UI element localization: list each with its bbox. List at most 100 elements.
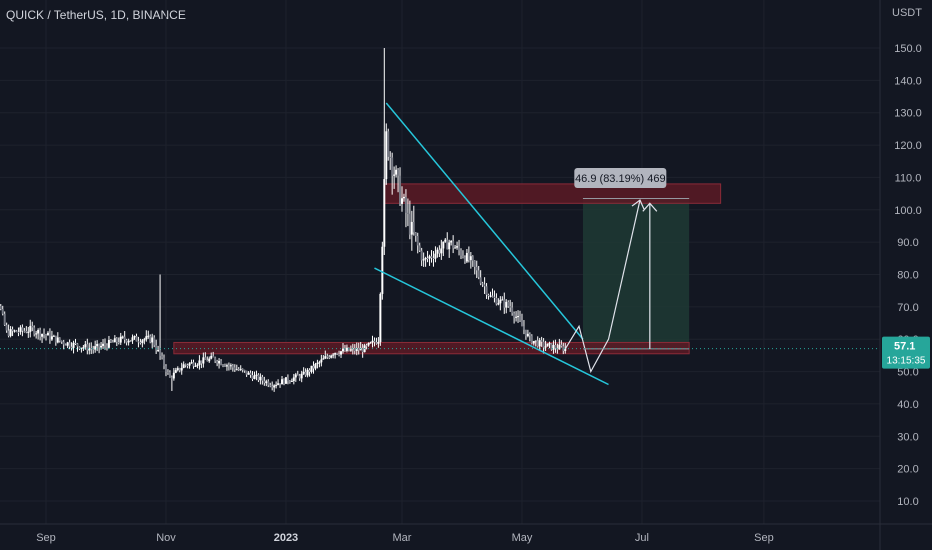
candle-body bbox=[404, 196, 407, 213]
candle-body bbox=[225, 365, 228, 367]
candle-body bbox=[479, 277, 482, 284]
candle-body bbox=[141, 340, 144, 343]
price-tick-label: 120.0 bbox=[894, 140, 922, 152]
target-box bbox=[582, 198, 690, 349]
candle-body bbox=[434, 253, 437, 259]
candle-body bbox=[499, 299, 502, 304]
candle-body bbox=[210, 355, 213, 359]
candle-body bbox=[212, 355, 215, 358]
candle-body bbox=[471, 256, 474, 261]
candle-body bbox=[381, 246, 384, 294]
candle-body bbox=[259, 376, 262, 381]
candle-body bbox=[192, 362, 195, 367]
candle-body bbox=[436, 249, 439, 254]
zone-layer bbox=[173, 183, 722, 355]
candle-body bbox=[526, 333, 529, 337]
candle-body bbox=[345, 347, 348, 351]
candle-body bbox=[21, 327, 24, 331]
candle-body bbox=[29, 325, 32, 332]
candle-body bbox=[497, 303, 500, 305]
time-tick-label: 2023 bbox=[274, 532, 298, 544]
candle-body bbox=[446, 239, 449, 250]
candle-body bbox=[511, 307, 514, 314]
candle-body bbox=[438, 249, 441, 254]
measure-label-box[interactable] bbox=[574, 168, 667, 189]
candle-body bbox=[461, 255, 464, 258]
candle-body bbox=[66, 342, 69, 346]
candle-body bbox=[62, 341, 65, 345]
candle-body bbox=[263, 380, 266, 384]
candle-body bbox=[298, 375, 301, 379]
resistance-zone bbox=[383, 183, 722, 204]
measure-label: 46.9 (83.19%) 469 bbox=[575, 173, 666, 185]
candle-body bbox=[332, 354, 335, 356]
candle-body bbox=[119, 336, 122, 343]
candle-body bbox=[74, 342, 77, 344]
candle-body bbox=[430, 256, 433, 258]
candle-body bbox=[202, 357, 205, 364]
candle-body bbox=[15, 330, 18, 332]
chart-title: QUICK / TetherUS, 1D, BINANCE bbox=[6, 8, 186, 22]
current-price-badge[interactable] bbox=[882, 336, 930, 369]
candle-body bbox=[125, 339, 128, 343]
candle-body bbox=[395, 169, 398, 175]
candle-body bbox=[418, 245, 421, 251]
candle-body bbox=[54, 335, 57, 343]
candle-body bbox=[483, 284, 486, 287]
candle-body bbox=[491, 295, 494, 297]
candle-body bbox=[137, 341, 140, 343]
lower-trendline[interactable] bbox=[374, 267, 609, 386]
candle-body bbox=[324, 356, 327, 359]
projection-path[interactable] bbox=[564, 199, 641, 374]
candle-body bbox=[11, 329, 14, 332]
candle-body bbox=[70, 346, 73, 348]
candle-body bbox=[241, 368, 244, 371]
candle-body bbox=[538, 340, 541, 347]
candle-body bbox=[448, 242, 451, 250]
drawings-layer[interactable]: 46.9 (83.19%) 469 bbox=[374, 102, 690, 386]
price-tick-label: 40.0 bbox=[897, 399, 918, 411]
candle-body bbox=[528, 333, 531, 336]
candle-body bbox=[318, 362, 321, 364]
candle-body bbox=[292, 377, 295, 381]
candle-body bbox=[282, 379, 285, 384]
candle-body bbox=[92, 348, 95, 350]
candle-body bbox=[320, 359, 323, 363]
candle-body bbox=[546, 343, 549, 347]
candle-body bbox=[290, 380, 293, 382]
candle-body bbox=[251, 375, 254, 379]
candle-body bbox=[48, 332, 51, 340]
candle-body bbox=[310, 365, 313, 372]
candle-body bbox=[163, 357, 166, 367]
candle-body bbox=[349, 349, 352, 351]
candle-body bbox=[493, 296, 496, 298]
candle-body bbox=[505, 301, 508, 308]
candle-body bbox=[522, 326, 525, 330]
candle-body bbox=[58, 337, 61, 341]
candle-body bbox=[338, 354, 341, 356]
candle-body bbox=[84, 344, 87, 348]
candle-body bbox=[0, 306, 2, 310]
candle-body bbox=[267, 381, 270, 386]
candle-body bbox=[371, 340, 374, 343]
candle-body bbox=[544, 346, 547, 348]
candle-body bbox=[178, 368, 181, 371]
candle-body bbox=[121, 336, 124, 338]
candle-body bbox=[123, 336, 126, 340]
candle-body bbox=[168, 372, 171, 378]
candle-body bbox=[76, 343, 79, 347]
candle-body bbox=[68, 342, 71, 347]
candle-body bbox=[176, 368, 179, 371]
candle-body bbox=[200, 360, 203, 364]
candle-body bbox=[477, 270, 480, 278]
candle-body bbox=[562, 346, 565, 351]
time-axis-bg bbox=[0, 524, 880, 550]
candle-body bbox=[450, 240, 453, 243]
price-tick-label: 110.0 bbox=[895, 172, 922, 184]
candle-body bbox=[340, 351, 343, 355]
upper-trendline[interactable] bbox=[385, 102, 584, 340]
candle-body bbox=[109, 340, 112, 342]
